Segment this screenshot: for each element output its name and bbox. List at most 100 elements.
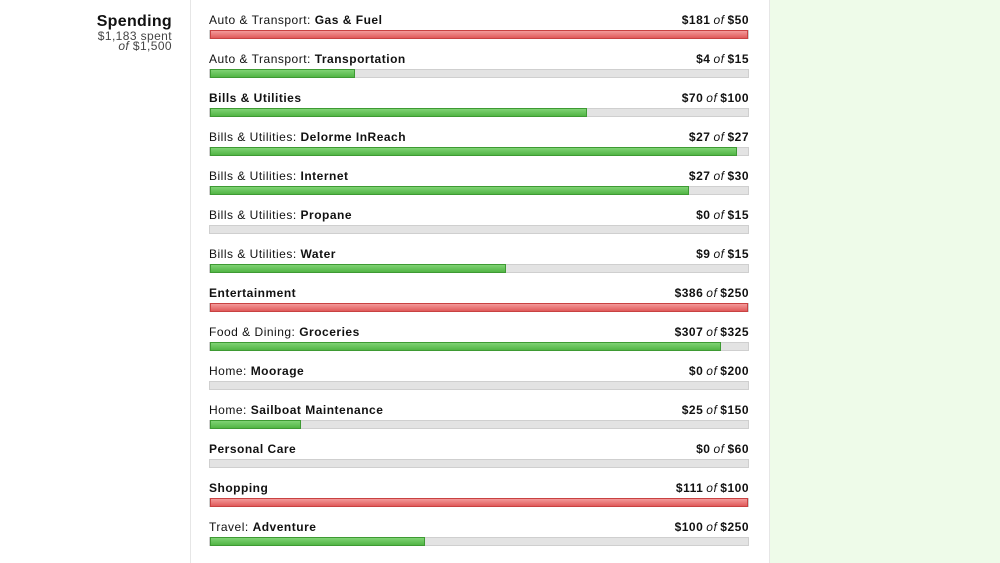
budget-row-8[interactable]: Food & Dining: Groceries $307 of $325: [209, 323, 749, 362]
budget-row-6[interactable]: Bills & Utilities: Water $9 of $15: [209, 245, 749, 284]
budget-progress-fill: [210, 303, 748, 312]
budget-progress-track: [209, 225, 749, 234]
budget-category-name: Transportation: [314, 52, 406, 66]
budget-spent: $27: [688, 130, 711, 144]
budget-category-name: Delorme InReach: [300, 130, 407, 144]
budget-row-header: Bills & Utilities: Propane $0 of $15: [209, 206, 749, 224]
budget-category-label: Food & Dining: Groceries: [209, 325, 360, 339]
budget-amount: $111 of $100: [676, 481, 749, 495]
budget-row-4[interactable]: Bills & Utilities: Internet $27 of $30: [209, 167, 749, 206]
budget-category-prefix: Bills & Utilities:: [209, 247, 301, 261]
budget-category-label: Home: Sailboat Maintenance: [209, 403, 383, 417]
budget-category-prefix: Bills & Utilities:: [209, 130, 301, 144]
budget-category-label: Personal Care: [209, 442, 296, 456]
budget-amount: $4 of $15: [696, 52, 749, 66]
budget-row-11[interactable]: Personal Care $0 of $60: [209, 440, 749, 479]
budget-spent: $4: [696, 52, 711, 66]
budget-category-label: Bills & Utilities: Delorme InReach: [209, 130, 406, 144]
budget-category-name: Water: [300, 247, 336, 261]
budget-category-prefix: Auto & Transport:: [209, 13, 315, 27]
budget-progress-fill: [210, 30, 748, 39]
budget-spent: $70: [681, 91, 704, 105]
budget-progress-track: [209, 381, 749, 390]
budget-progress-fill: [210, 186, 689, 195]
budget-row-header: Bills & Utilities: Delorme InReach $27 of…: [209, 128, 749, 146]
budget-of-word: of: [706, 481, 718, 495]
budget-category-label: Auto & Transport: Transportation: [209, 52, 406, 66]
budget-spent: $0: [696, 442, 711, 456]
budget-of-word: of: [706, 286, 718, 300]
budget-row-5[interactable]: Bills & Utilities: Propane $0 of $15: [209, 206, 749, 245]
budget-category-label: Bills & Utilities: Propane: [209, 208, 352, 222]
budget-amount: $70 of $100: [682, 91, 749, 105]
budget-row-header: Auto & Transport: Gas & Fuel $181 of $50: [209, 11, 749, 29]
budget-limit: $50: [727, 13, 749, 27]
budget-row-9[interactable]: Home: Moorage $0 of $200: [209, 362, 749, 401]
budget-amount: $0 of $60: [696, 442, 749, 456]
budget-row-0[interactable]: Auto & Transport: Gas & Fuel $181 of $50: [209, 11, 749, 50]
budget-progress-track: [209, 108, 749, 117]
budget-progress-track: [209, 30, 749, 39]
budget-limit: $100: [720, 91, 749, 105]
budget-of-word: of: [713, 130, 725, 144]
budget-list-panel: Auto & Transport: Gas & Fuel $181 of $50 A…: [190, 0, 770, 563]
budget-spent: $307: [674, 325, 704, 339]
summary-total-line: of $1,500: [97, 40, 172, 52]
budget-amount: $386 of $250: [675, 286, 749, 300]
budget-spent: $27: [688, 169, 711, 183]
budget-category-label: Bills & Utilities: [209, 91, 302, 105]
budget-progress-fill: [210, 342, 722, 351]
budget-amount: $100 of $250: [675, 520, 749, 534]
budget-category-prefix: Home:: [209, 364, 251, 378]
budget-limit: $15: [727, 247, 749, 261]
budget-category-name: Propane: [300, 208, 353, 222]
budget-limit: $325: [720, 325, 749, 339]
budget-row-header: Bills & Utilities: Water $9 of $15: [209, 245, 749, 263]
budget-spent: $9: [696, 247, 711, 261]
budget-row-7[interactable]: Entertainment $386 of $250: [209, 284, 749, 323]
budget-amount: $181 of $50: [682, 13, 749, 27]
budget-category-name: Shopping: [209, 481, 269, 495]
budget-limit: $250: [720, 286, 749, 300]
budget-row-13[interactable]: Travel: Adventure $100 of $250: [209, 518, 749, 557]
budget-limit: $60: [727, 442, 749, 456]
budget-category-label: Auto & Transport: Gas & Fuel: [209, 13, 382, 27]
budget-row-3[interactable]: Bills & Utilities: Delorme InReach $27 of…: [209, 128, 749, 167]
budget-row-12[interactable]: Shopping $111 of $100: [209, 479, 749, 518]
budget-spent: $181: [681, 13, 711, 27]
budget-of-word: of: [713, 169, 725, 183]
budget-category-name: Groceries: [299, 325, 360, 339]
budget-category-name: Adventure: [252, 520, 317, 534]
budget-of-word: of: [713, 442, 725, 456]
budget-of-word: of: [713, 13, 725, 27]
spending-summary-panel: Spending $1,183 spent of $1,500: [0, 0, 190, 563]
budget-row-header: Auto & Transport: Transportation $4 of $15: [209, 50, 749, 68]
budget-amount: $307 of $325: [675, 325, 749, 339]
budget-row-header: Bills & Utilities: Internet $27 of $30: [209, 167, 749, 185]
budget-category-name: Sailboat Maintenance: [250, 403, 384, 417]
budget-progress-track: [209, 303, 749, 312]
budget-category-label: Travel: Adventure: [209, 520, 316, 534]
budget-row-header: Food & Dining: Groceries $307 of $325: [209, 323, 749, 341]
budget-category-name: Personal Care: [209, 442, 297, 456]
budget-limit: $15: [727, 208, 749, 222]
budget-row-header: Bills & Utilities $70 of $100: [209, 89, 749, 107]
budget-row-10[interactable]: Home: Sailboat Maintenance $25 of $150: [209, 401, 749, 440]
budget-progress-fill: [210, 108, 587, 117]
budget-category-name: Bills & Utilities: [209, 91, 302, 105]
budget-of-word: of: [706, 91, 718, 105]
budget-category-label: Bills & Utilities: Internet: [209, 169, 349, 183]
budget-progress-fill: [210, 498, 748, 507]
budget-row-1[interactable]: Auto & Transport: Transportation $4 of $15: [209, 50, 749, 89]
budget-of-word: of: [706, 520, 718, 534]
budget-row-header: Entertainment $386 of $250: [209, 284, 749, 302]
budget-row-2[interactable]: Bills & Utilities $70 of $100: [209, 89, 749, 128]
budget-limit: $30: [727, 169, 749, 183]
budget-of-word: of: [706, 403, 718, 417]
budget-amount: $25 of $150: [682, 403, 749, 417]
budget-of-word: of: [713, 247, 725, 261]
budget-progress-track: [209, 498, 749, 507]
budget-category-prefix: Bills & Utilities:: [209, 169, 301, 183]
budget-progress-fill: [210, 420, 302, 429]
budget-progress-track: [209, 537, 749, 546]
